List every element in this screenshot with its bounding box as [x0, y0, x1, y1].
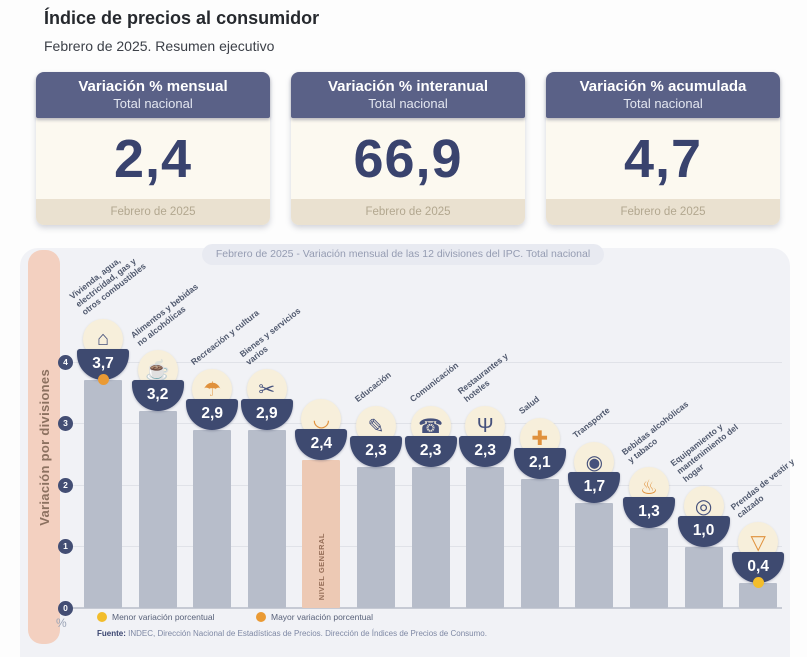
card-period: Febrero de 2025 — [36, 199, 270, 225]
card-scope: Total nacional — [623, 96, 703, 111]
card-accumulated-variation: Variación % acumulada Total nacional 4,7… — [546, 72, 780, 225]
card-yearly-variation: Variación % interanual Total nacional 66… — [291, 72, 525, 225]
card-header: Variación % mensual Total nacional — [36, 72, 270, 118]
chart-title: Febrero de 2025 - Variación mensual de l… — [202, 244, 604, 265]
legend-label: Menor variación porcentual — [112, 612, 215, 622]
card-value: 66,9 — [353, 128, 463, 189]
y-axis-label: Variación por divisiones — [36, 368, 52, 526]
legend-label: Mayor variación porcentual — [271, 612, 374, 622]
card-period: Febrero de 2025 — [546, 199, 780, 225]
page-subtitle: Febrero de 2025. Resumen ejecutivo — [44, 38, 275, 54]
mayor-dot-icon — [256, 612, 266, 622]
source-label: Fuente: — [97, 629, 126, 638]
card-header: Variación % interanual Total nacional — [291, 72, 525, 118]
legend-item-menor: Menor variación porcentual — [97, 612, 215, 622]
axis-unit-label: % — [56, 616, 67, 630]
card-period: Febrero de 2025 — [291, 199, 525, 225]
summary-cards-row: Variación % mensual Total nacional 2,4 F… — [36, 72, 780, 225]
card-title: Variación % acumulada — [579, 78, 747, 95]
source-line: Fuente: INDEC, Dirección Nacional de Est… — [97, 629, 487, 638]
card-title: Variación % mensual — [78, 78, 228, 95]
chart-panel — [20, 248, 790, 657]
card-value: 2,4 — [113, 128, 193, 189]
card-scope: Total nacional — [368, 96, 448, 111]
card-header: Variación % acumulada Total nacional — [546, 72, 780, 118]
card-monthly-variation: Variación % mensual Total nacional 2,4 F… — [36, 72, 270, 225]
card-value: 4,7 — [623, 128, 703, 189]
menor-dot-icon — [97, 612, 107, 622]
source-text: INDEC, Dirección Nacional de Estadística… — [125, 629, 487, 638]
legend-item-mayor: Mayor variación porcentual — [256, 612, 373, 622]
card-title: Variación % interanual — [327, 78, 489, 95]
card-scope: Total nacional — [113, 96, 193, 111]
page-title: Índice de precios al consumidor — [44, 8, 320, 28]
y-axis-band: Variación por divisiones — [28, 250, 60, 644]
